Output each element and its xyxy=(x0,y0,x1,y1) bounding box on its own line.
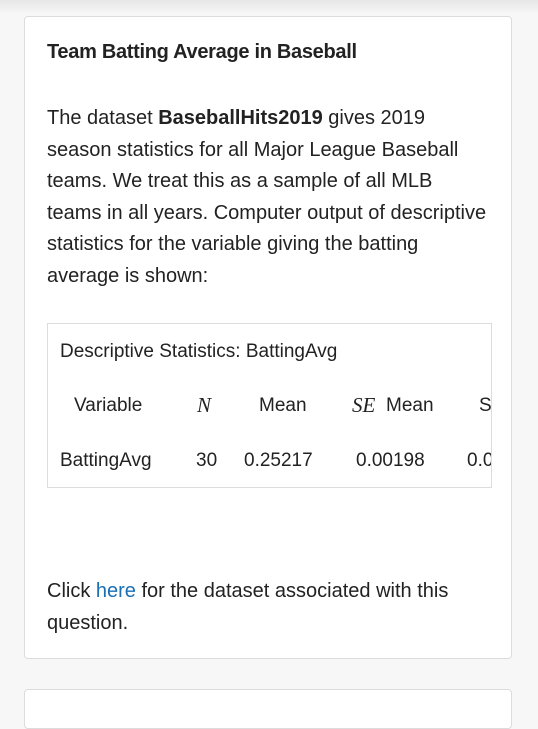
text: gives 2019 season statistics for all Maj… xyxy=(47,107,487,287)
table-caption: Descriptive Statistics: BattingAvg xyxy=(60,341,338,362)
header-cell: SE xyxy=(352,393,376,417)
next-card xyxy=(24,689,512,729)
row-cell: 0.25217 xyxy=(244,450,313,471)
stats-table: Descriptive Statistics: BattingAvg Varia… xyxy=(47,323,492,488)
card-title: Team Batting Average in Baseball xyxy=(47,41,357,63)
header-cell: S xyxy=(479,395,492,416)
row-cell: 30 xyxy=(196,450,218,471)
row-cell: BattingAvg xyxy=(60,450,152,471)
header-cell: Mean xyxy=(386,395,434,416)
text: for the dataset associated with this que… xyxy=(47,580,449,634)
header-cell: Variable xyxy=(74,395,143,416)
row-cell: 0.00198 xyxy=(356,450,425,471)
header-cell: N xyxy=(197,393,212,417)
top-shadow xyxy=(0,0,538,14)
dataset-name: BaseballHits2019 xyxy=(158,107,323,129)
dataset-link[interactable]: here xyxy=(95,580,136,602)
text: The dataset xyxy=(47,107,159,129)
description: The dataset BaseballHits2019 gives 2019 … xyxy=(47,103,492,292)
row-cell: 0.0 xyxy=(467,450,492,471)
text: Click xyxy=(47,580,96,602)
question-card: Team Batting Average in Baseball The dat… xyxy=(24,16,512,659)
header-cell: Mean xyxy=(259,395,307,416)
footer-text: Click here for the dataset associated wi… xyxy=(47,576,492,639)
